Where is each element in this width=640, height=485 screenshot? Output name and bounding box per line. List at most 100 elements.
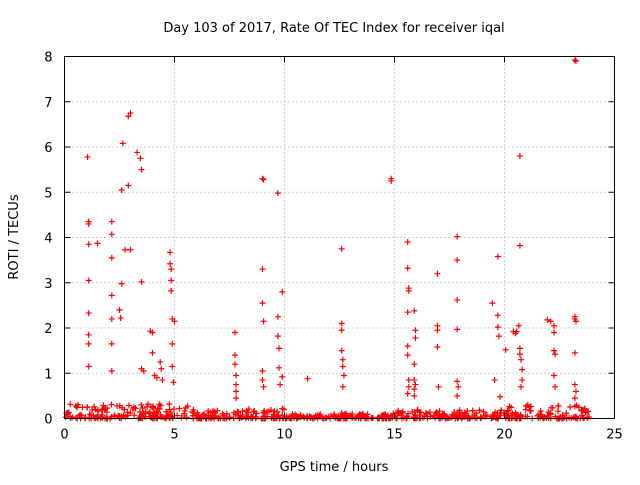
noise-point <box>573 402 580 409</box>
noise-point <box>212 409 219 416</box>
noise-point <box>78 412 85 419</box>
noise-point <box>238 414 245 421</box>
y-tick-label: 3 <box>44 277 52 292</box>
data-point <box>518 383 524 390</box>
noise-point <box>243 411 250 418</box>
x-tick-label: 25 <box>606 428 623 443</box>
data-point <box>125 113 132 120</box>
grid <box>64 56 615 419</box>
noise-point <box>497 410 504 417</box>
data-point <box>274 190 281 197</box>
data-point <box>454 378 461 385</box>
data-point <box>277 381 284 388</box>
data-point <box>85 310 92 317</box>
noise-point <box>356 411 363 418</box>
data-point <box>411 307 418 314</box>
data-point <box>547 318 554 325</box>
data-point <box>167 260 174 267</box>
data-point <box>153 374 160 381</box>
data-point <box>489 300 496 307</box>
y-tick-label: 8 <box>44 51 52 66</box>
data-point <box>85 277 92 284</box>
data-point <box>116 306 123 313</box>
data-point <box>232 361 238 368</box>
noise-point <box>451 409 458 416</box>
noise-point <box>146 409 153 416</box>
axis-ticks: 0 5 10 15 20 25 0 1 2 3 4 5 6 7 8 <box>44 51 623 443</box>
y-tick-label: 7 <box>44 96 52 111</box>
data-point <box>434 327 441 334</box>
data-point <box>404 352 411 359</box>
data-point <box>108 315 115 322</box>
data-point <box>118 186 125 193</box>
data-point <box>404 265 411 272</box>
data-point <box>108 292 115 299</box>
noise-point <box>417 409 424 416</box>
data-point <box>494 253 501 260</box>
data-point <box>233 372 240 379</box>
data-point <box>571 349 578 356</box>
noise-point <box>439 411 446 418</box>
noise-point <box>157 411 164 418</box>
data-point <box>169 363 176 370</box>
data-point <box>573 388 579 395</box>
data-point <box>85 241 92 248</box>
noise-point <box>190 406 197 413</box>
noise-point <box>555 403 562 410</box>
data-point <box>518 356 524 363</box>
noise-point <box>432 414 439 421</box>
data-point <box>138 278 145 285</box>
data-point <box>412 327 419 334</box>
noise-point <box>139 405 146 412</box>
data-point <box>260 176 267 183</box>
noise-point <box>166 414 173 421</box>
data-points <box>62 57 592 422</box>
data-point <box>259 377 266 384</box>
data-point <box>94 240 101 247</box>
noise-point <box>99 406 106 413</box>
noise-point <box>223 410 230 417</box>
noise-point <box>93 414 100 421</box>
data-point <box>168 277 175 284</box>
data-point <box>108 218 115 225</box>
noise-point <box>261 414 268 421</box>
data-point <box>497 393 504 400</box>
noise-point <box>167 411 174 418</box>
noise-point <box>266 408 273 415</box>
noise-point <box>125 402 132 409</box>
data-point <box>232 329 238 336</box>
y-tick-label: 0 <box>44 413 52 428</box>
noise-point <box>104 405 111 412</box>
data-point <box>167 249 174 256</box>
noise-point <box>251 408 258 415</box>
data-point <box>157 358 164 365</box>
y-tick-label: 6 <box>44 141 52 156</box>
data-point <box>405 287 412 294</box>
data-point <box>573 58 579 65</box>
data-point <box>108 231 115 238</box>
noise-point <box>297 412 304 419</box>
data-point <box>339 383 346 390</box>
noise-point <box>461 409 468 416</box>
data-point <box>571 381 578 388</box>
noise-point <box>414 407 421 414</box>
data-point <box>108 254 115 261</box>
data-point <box>338 245 345 252</box>
noise-point <box>536 411 543 418</box>
data-point <box>519 377 526 384</box>
data-point <box>279 373 286 380</box>
noise-point <box>174 412 181 419</box>
noise-point <box>226 414 233 421</box>
noise-point <box>527 403 534 410</box>
noise-point <box>156 405 163 412</box>
data-point <box>259 300 266 307</box>
y-tick-label: 5 <box>44 186 52 201</box>
noise-point <box>339 411 346 418</box>
data-point <box>411 361 418 368</box>
noise-point <box>99 414 106 421</box>
noise-point <box>124 409 131 416</box>
y-tick-label: 4 <box>44 232 52 247</box>
data-point <box>573 318 579 325</box>
noise-point <box>527 407 534 414</box>
